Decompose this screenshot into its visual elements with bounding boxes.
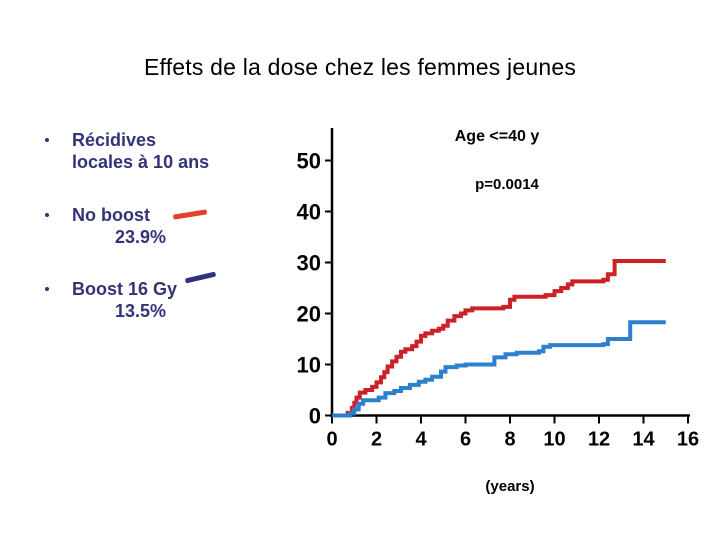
bullet-recidives-line2: locales à 10 ans: [72, 152, 210, 172]
bullet-dot-icon: [45, 138, 49, 142]
bullet-item-no-boost: No boost 23.9%: [30, 204, 300, 248]
y-tick-label: 0: [309, 404, 321, 429]
legend-label-no-boost: No boost: [72, 205, 150, 225]
y-tick-label: 30: [297, 251, 321, 276]
bullet-item-boost: Boost 16 Gy 13.5%: [30, 271, 300, 322]
bullet-item-recidives: Récidives locales à 10 ans: [30, 129, 300, 173]
bullet-dot-icon: [45, 213, 49, 217]
kaplan-meier-chart: 0 10 20 30 40 50 0 2 4 6 8 10 12 14 16: [290, 115, 720, 535]
x-tick-label: 0: [326, 429, 337, 451]
legend-value-boost: 13.5%: [115, 301, 167, 321]
x-tick-label: 14: [632, 429, 655, 451]
x-tick-label: 10: [543, 429, 565, 451]
series-no-boost: [332, 259, 666, 418]
x-tick-label: 16: [677, 429, 699, 451]
x-tick-label: 4: [415, 429, 427, 451]
chart-x-axis-label: (years): [485, 478, 535, 495]
y-tick-label: 50: [297, 149, 321, 174]
series-boost-16-gy: [332, 320, 666, 418]
y-tick-label: 20: [297, 302, 321, 327]
chart-canvas: 0 10 20 30 40 50 0 2 4 6 8 10 12 14 16: [297, 128, 699, 451]
legend-label-boost: Boost 16 Gy: [72, 279, 178, 299]
y-tick-label: 40: [297, 200, 321, 225]
x-tick-label: 8: [504, 429, 515, 451]
x-tick-label: 12: [588, 429, 610, 451]
bullet-recidives-line1: Récidives: [72, 130, 157, 150]
legend-value-no-boost: 23.9%: [115, 227, 167, 247]
y-tick-label: 10: [297, 353, 321, 378]
x-tick-label: 6: [460, 429, 471, 451]
chart-title: Age <=40 y: [454, 128, 540, 145]
x-tick-label: 2: [371, 429, 382, 451]
chart-pvalue-annotation: p=0.0014: [475, 176, 539, 193]
bullet-dot-icon: [45, 287, 49, 291]
slide-title: Effets de la dose chez les femmes jeunes: [143, 54, 577, 80]
